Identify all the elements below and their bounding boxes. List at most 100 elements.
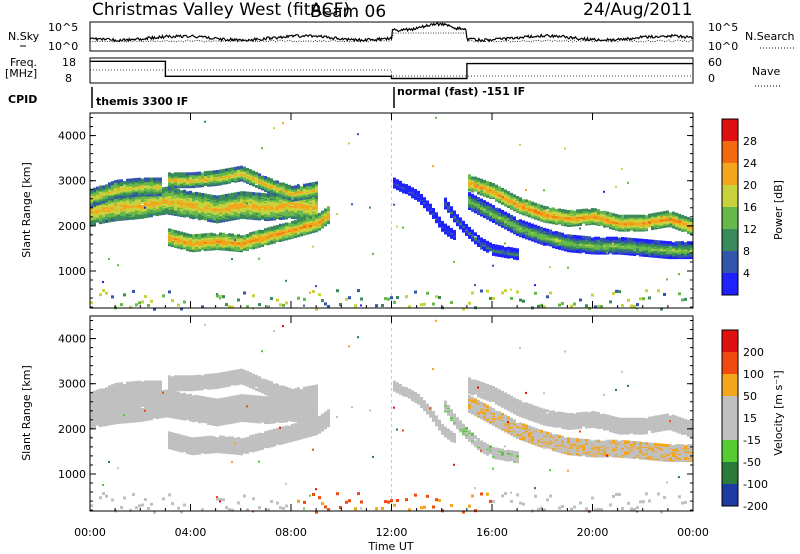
power-cell	[174, 172, 177, 176]
power-cell	[543, 189, 545, 192]
power-cell	[321, 210, 324, 214]
power-cell	[558, 208, 561, 212]
power-cell	[252, 231, 255, 235]
power-cell	[297, 296, 300, 300]
power-cell	[324, 221, 327, 225]
power-cell	[192, 192, 195, 196]
power-cell	[279, 223, 281, 226]
power-cell	[114, 198, 117, 202]
power-cell	[150, 214, 153, 218]
power-cell	[291, 223, 294, 227]
power-cell	[513, 247, 516, 251]
power-cell	[285, 301, 288, 305]
power-cell	[426, 200, 429, 204]
power-cell	[282, 223, 285, 227]
power-cell	[513, 194, 516, 198]
power-cell	[294, 185, 297, 189]
power-cell	[105, 214, 108, 217]
power-cell	[219, 297, 221, 300]
power-cell	[504, 211, 507, 215]
power-cell	[252, 234, 255, 238]
power-cell	[456, 214, 459, 218]
power-cell	[141, 191, 144, 195]
power-cell	[96, 189, 99, 193]
power-cell	[498, 186, 501, 190]
power-cell	[540, 204, 543, 208]
power-cell	[177, 188, 180, 192]
power-cell	[126, 193, 129, 197]
power-cell	[147, 199, 150, 203]
power-cell	[222, 232, 225, 236]
power-cell	[336, 289, 339, 293]
power-cell	[111, 181, 114, 185]
power-cell	[141, 300, 144, 304]
power-cell	[525, 188, 527, 191]
cpid-segment-0: themis 3300 IF	[96, 95, 188, 108]
power-cell	[123, 201, 126, 205]
power-cell	[501, 245, 504, 249]
power-cell	[123, 184, 126, 187]
power-cell	[567, 266, 569, 269]
power-cell	[171, 240, 174, 244]
nave-series	[90, 69, 693, 77]
power-cell	[435, 212, 438, 216]
power-cell	[219, 169, 222, 173]
power-cell	[129, 305, 132, 309]
power-cell	[180, 211, 183, 215]
power-cell	[177, 172, 180, 176]
power-cell	[255, 184, 258, 188]
power-cell	[192, 234, 195, 238]
power-cell	[444, 223, 447, 227]
power-cell	[207, 170, 210, 174]
power-cell	[240, 165, 243, 169]
power-cell	[144, 192, 147, 196]
power-cell	[465, 223, 468, 227]
power-cell	[300, 213, 303, 217]
power-cell	[138, 179, 141, 183]
nsky-tick-low: 10^0	[48, 40, 78, 53]
power-cell	[537, 225, 540, 229]
power-cell	[474, 237, 477, 241]
power-cell	[483, 200, 486, 204]
power-cell	[231, 195, 234, 199]
power-cell	[537, 203, 540, 207]
power-cell	[504, 242, 506, 245]
power-cell	[489, 203, 492, 207]
power-cell	[267, 193, 270, 197]
power-cell	[453, 260, 455, 263]
power-cell	[558, 303, 561, 307]
power-cell	[90, 233, 92, 236]
power-cell	[357, 133, 359, 136]
power-cell	[186, 172, 189, 176]
power-cell	[132, 193, 135, 197]
nsearch-series	[89, 32, 694, 43]
power-cell	[516, 290, 519, 294]
power-cell	[273, 180, 276, 184]
power-cell	[228, 193, 231, 197]
power-cell	[90, 301, 93, 305]
power-cell	[138, 201, 141, 205]
power-cell	[492, 205, 495, 209]
power-cell	[210, 170, 213, 174]
power-cell	[180, 231, 183, 235]
power-cell	[549, 229, 552, 233]
power-cell	[522, 299, 525, 303]
power-cell	[144, 295, 147, 298]
power-cell	[549, 291, 552, 295]
power-cell	[231, 258, 233, 260]
power-cell	[174, 206, 177, 209]
power-cell	[207, 194, 210, 198]
power-cell	[525, 199, 528, 203]
power-cell	[348, 142, 350, 145]
power-cell	[276, 180, 279, 184]
power-cell	[117, 209, 120, 213]
power-cell	[102, 281, 104, 283]
power-cell	[567, 210, 570, 214]
power-cell	[105, 184, 108, 188]
power-cell	[474, 176, 477, 180]
power-cell	[174, 203, 177, 206]
power-cell	[555, 238, 558, 241]
power-cell	[267, 211, 270, 215]
power-cell	[168, 184, 171, 188]
power-cell	[198, 197, 201, 201]
